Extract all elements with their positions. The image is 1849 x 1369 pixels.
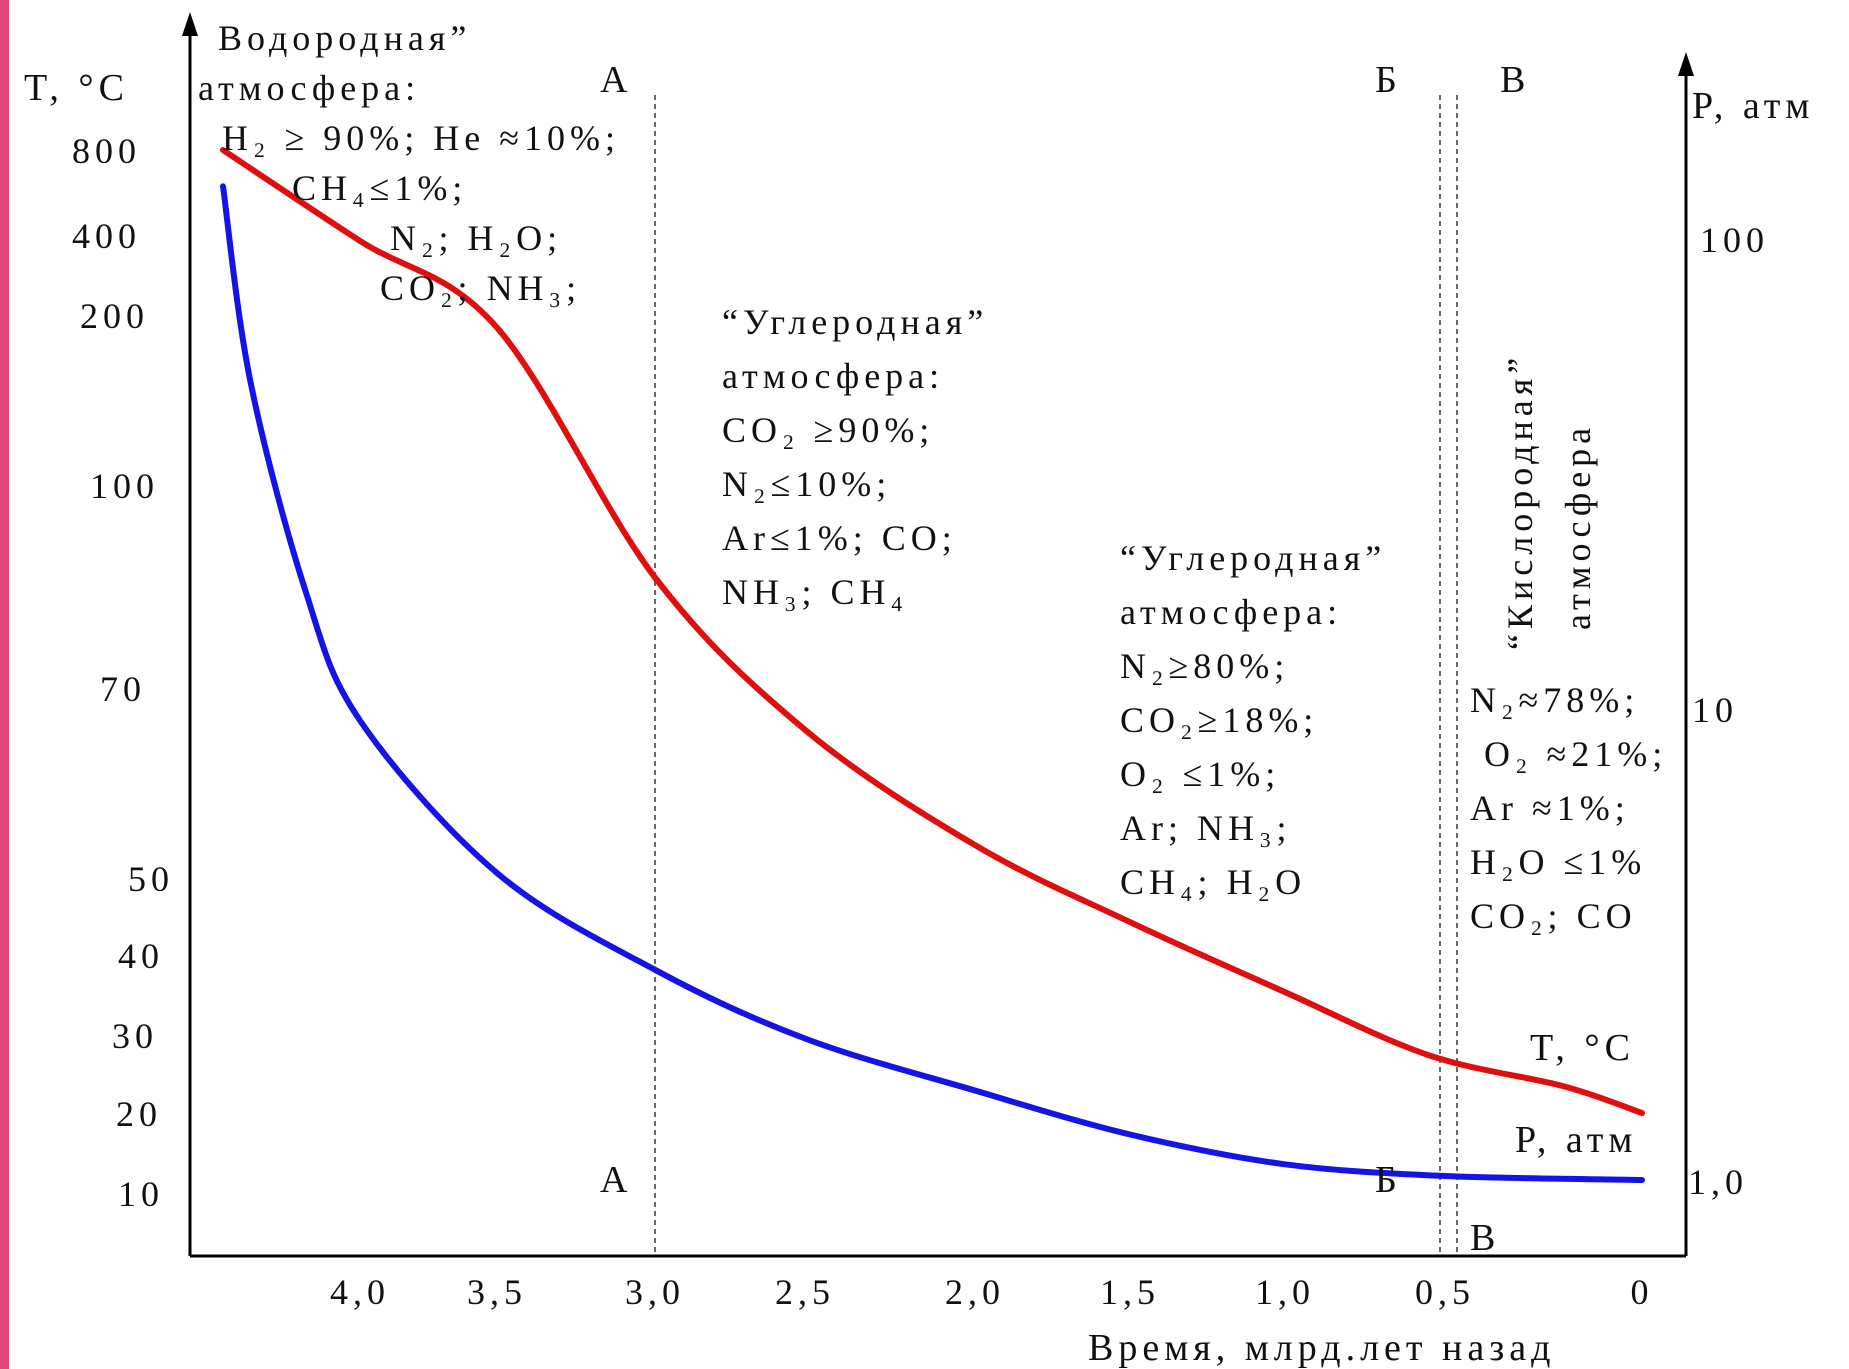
region-text-line: N₂≈78%; (1470, 680, 1639, 720)
x-tick-label: 1,0 (1255, 1272, 1315, 1312)
left-tick-label: 100 (90, 466, 159, 506)
right-tick-labels: 100 10 1,0 (1688, 220, 1769, 1202)
region-text-line: Ar ≈1%; (1470, 788, 1630, 828)
region-text-line: O₂ ≈21%; (1484, 734, 1667, 774)
boundary-label-top: А (600, 59, 632, 101)
temperature-curve (220, 147, 1645, 1116)
region-text-line: Водородная” (218, 18, 471, 58)
left-axis-label: T, °C (24, 67, 129, 109)
pressure-curve (220, 183, 1645, 1183)
boundary-label-bottom: В (1470, 1217, 1500, 1259)
region-text-line: “Углеродная” (1120, 538, 1386, 578)
x-tick-label: 3,5 (467, 1272, 527, 1312)
left-tick-labels: 800 400 200 100 70 50 40 30 20 10 (72, 131, 174, 1214)
oxygen-atmosphere-label: N₂≈78%; O₂ ≈21%; Ar ≈1%; H₂O ≤1% CO₂; CO (1470, 680, 1667, 936)
right-tick-label: 100 (1700, 220, 1769, 260)
boundary-lines (654, 95, 1458, 1256)
region-text-line: CH₄; H₂O (1120, 862, 1306, 902)
region-text-line: “Углеродная” (722, 302, 988, 342)
right-tick-label: 10 (1692, 690, 1738, 730)
region-text-line: атмосфера: (198, 68, 420, 108)
region-text-line: N₂; H₂O; (390, 218, 562, 258)
region-text-line: CO₂ ≥90%; (722, 410, 934, 450)
left-tick-label: 70 (100, 669, 146, 709)
carbon-atmosphere-label-2: “Углеродная” атмосфера: N₂≥80%; CO₂≥18%; O₂ … (1120, 538, 1386, 902)
x-tick-label: 1,5 (1100, 1272, 1160, 1312)
right-tick-label: 1,0 (1688, 1162, 1748, 1202)
region-title-line: атмосфера (1558, 423, 1598, 630)
region-text-line: N₂≥80%; (1120, 646, 1289, 686)
left-axis-arrow (182, 12, 198, 36)
left-tick-label: 40 (118, 936, 164, 976)
region-text-line: H₂ ≥ 90%; He ≈10%; (222, 118, 620, 158)
boundary-labels: А А Б Б В В (600, 59, 1530, 1259)
x-tick-labels: 4,0 3,5 3,0 2,5 2,0 1,5 1,0 0,5 0 (330, 1272, 1654, 1312)
region-text-line: N₂≤10%; (722, 464, 891, 504)
region-text-line: Ar≤1%; CO; (722, 518, 957, 558)
left-tick-label: 30 (112, 1016, 158, 1056)
pressure-series-label: P, атм (1515, 1119, 1637, 1161)
boundary-label-top: В (1500, 59, 1530, 101)
region-text-line: NH₃; CH₄ (722, 572, 908, 612)
left-tick-label: 200 (80, 296, 149, 336)
boundary-label-bottom: А (600, 1159, 632, 1201)
temperature-series-label: T, °C (1530, 1027, 1635, 1069)
region-text-line: CO₂; CO (1470, 896, 1637, 936)
region-text-line: CH₄≤1%; (292, 168, 467, 208)
x-tick-label: 0 (1631, 1272, 1654, 1312)
left-tick-label: 800 (72, 131, 141, 171)
left-tick-label: 10 (118, 1174, 164, 1214)
oxygen-atmosphere-title: “Кислородная” атмосфера (1500, 353, 1598, 650)
left-tick-label: 20 (116, 1094, 162, 1134)
x-tick-label: 4,0 (330, 1272, 390, 1312)
right-axis-label: P, атм (1692, 85, 1814, 127)
region-text-line: атмосфера: (1120, 592, 1342, 632)
x-tick-label: 0,5 (1415, 1272, 1475, 1312)
region-text-line: атмосфера: (722, 356, 944, 396)
hydrogen-atmosphere-label: Водородная” атмосфера: H₂ ≥ 90%; He ≈10%; C… (198, 18, 620, 308)
left-tick-label: 50 (128, 859, 174, 899)
boundary-label-top: Б (1375, 59, 1402, 101)
left-frame-border (0, 0, 9, 1369)
region-text-line: H₂O ≤1% (1470, 842, 1646, 882)
x-axis-label: Время, млрд.лет назад (1088, 1327, 1555, 1369)
left-tick-label: 400 (72, 216, 141, 256)
region-text-line: O₂ ≤1%; (1120, 754, 1280, 794)
x-tick-label: 3,0 (625, 1272, 685, 1312)
carbon-atmosphere-label-1: “Углеродная” атмосфера: CO₂ ≥90%; N₂≤10%; Ar… (722, 302, 988, 612)
x-tick-label: 2,5 (775, 1272, 835, 1312)
region-text-line: Ar; NH₃; (1120, 808, 1292, 848)
right-axis-arrow (1678, 52, 1694, 76)
boundary-label-bottom: Б (1375, 1159, 1402, 1201)
region-text-line: CO₂; NH₃; (380, 268, 581, 308)
x-tick-label: 2,0 (945, 1272, 1005, 1312)
region-title-line: “Кислородная” (1500, 353, 1540, 650)
region-text-line: CO₂≥18%; (1120, 700, 1318, 740)
axes (188, 18, 1688, 1258)
